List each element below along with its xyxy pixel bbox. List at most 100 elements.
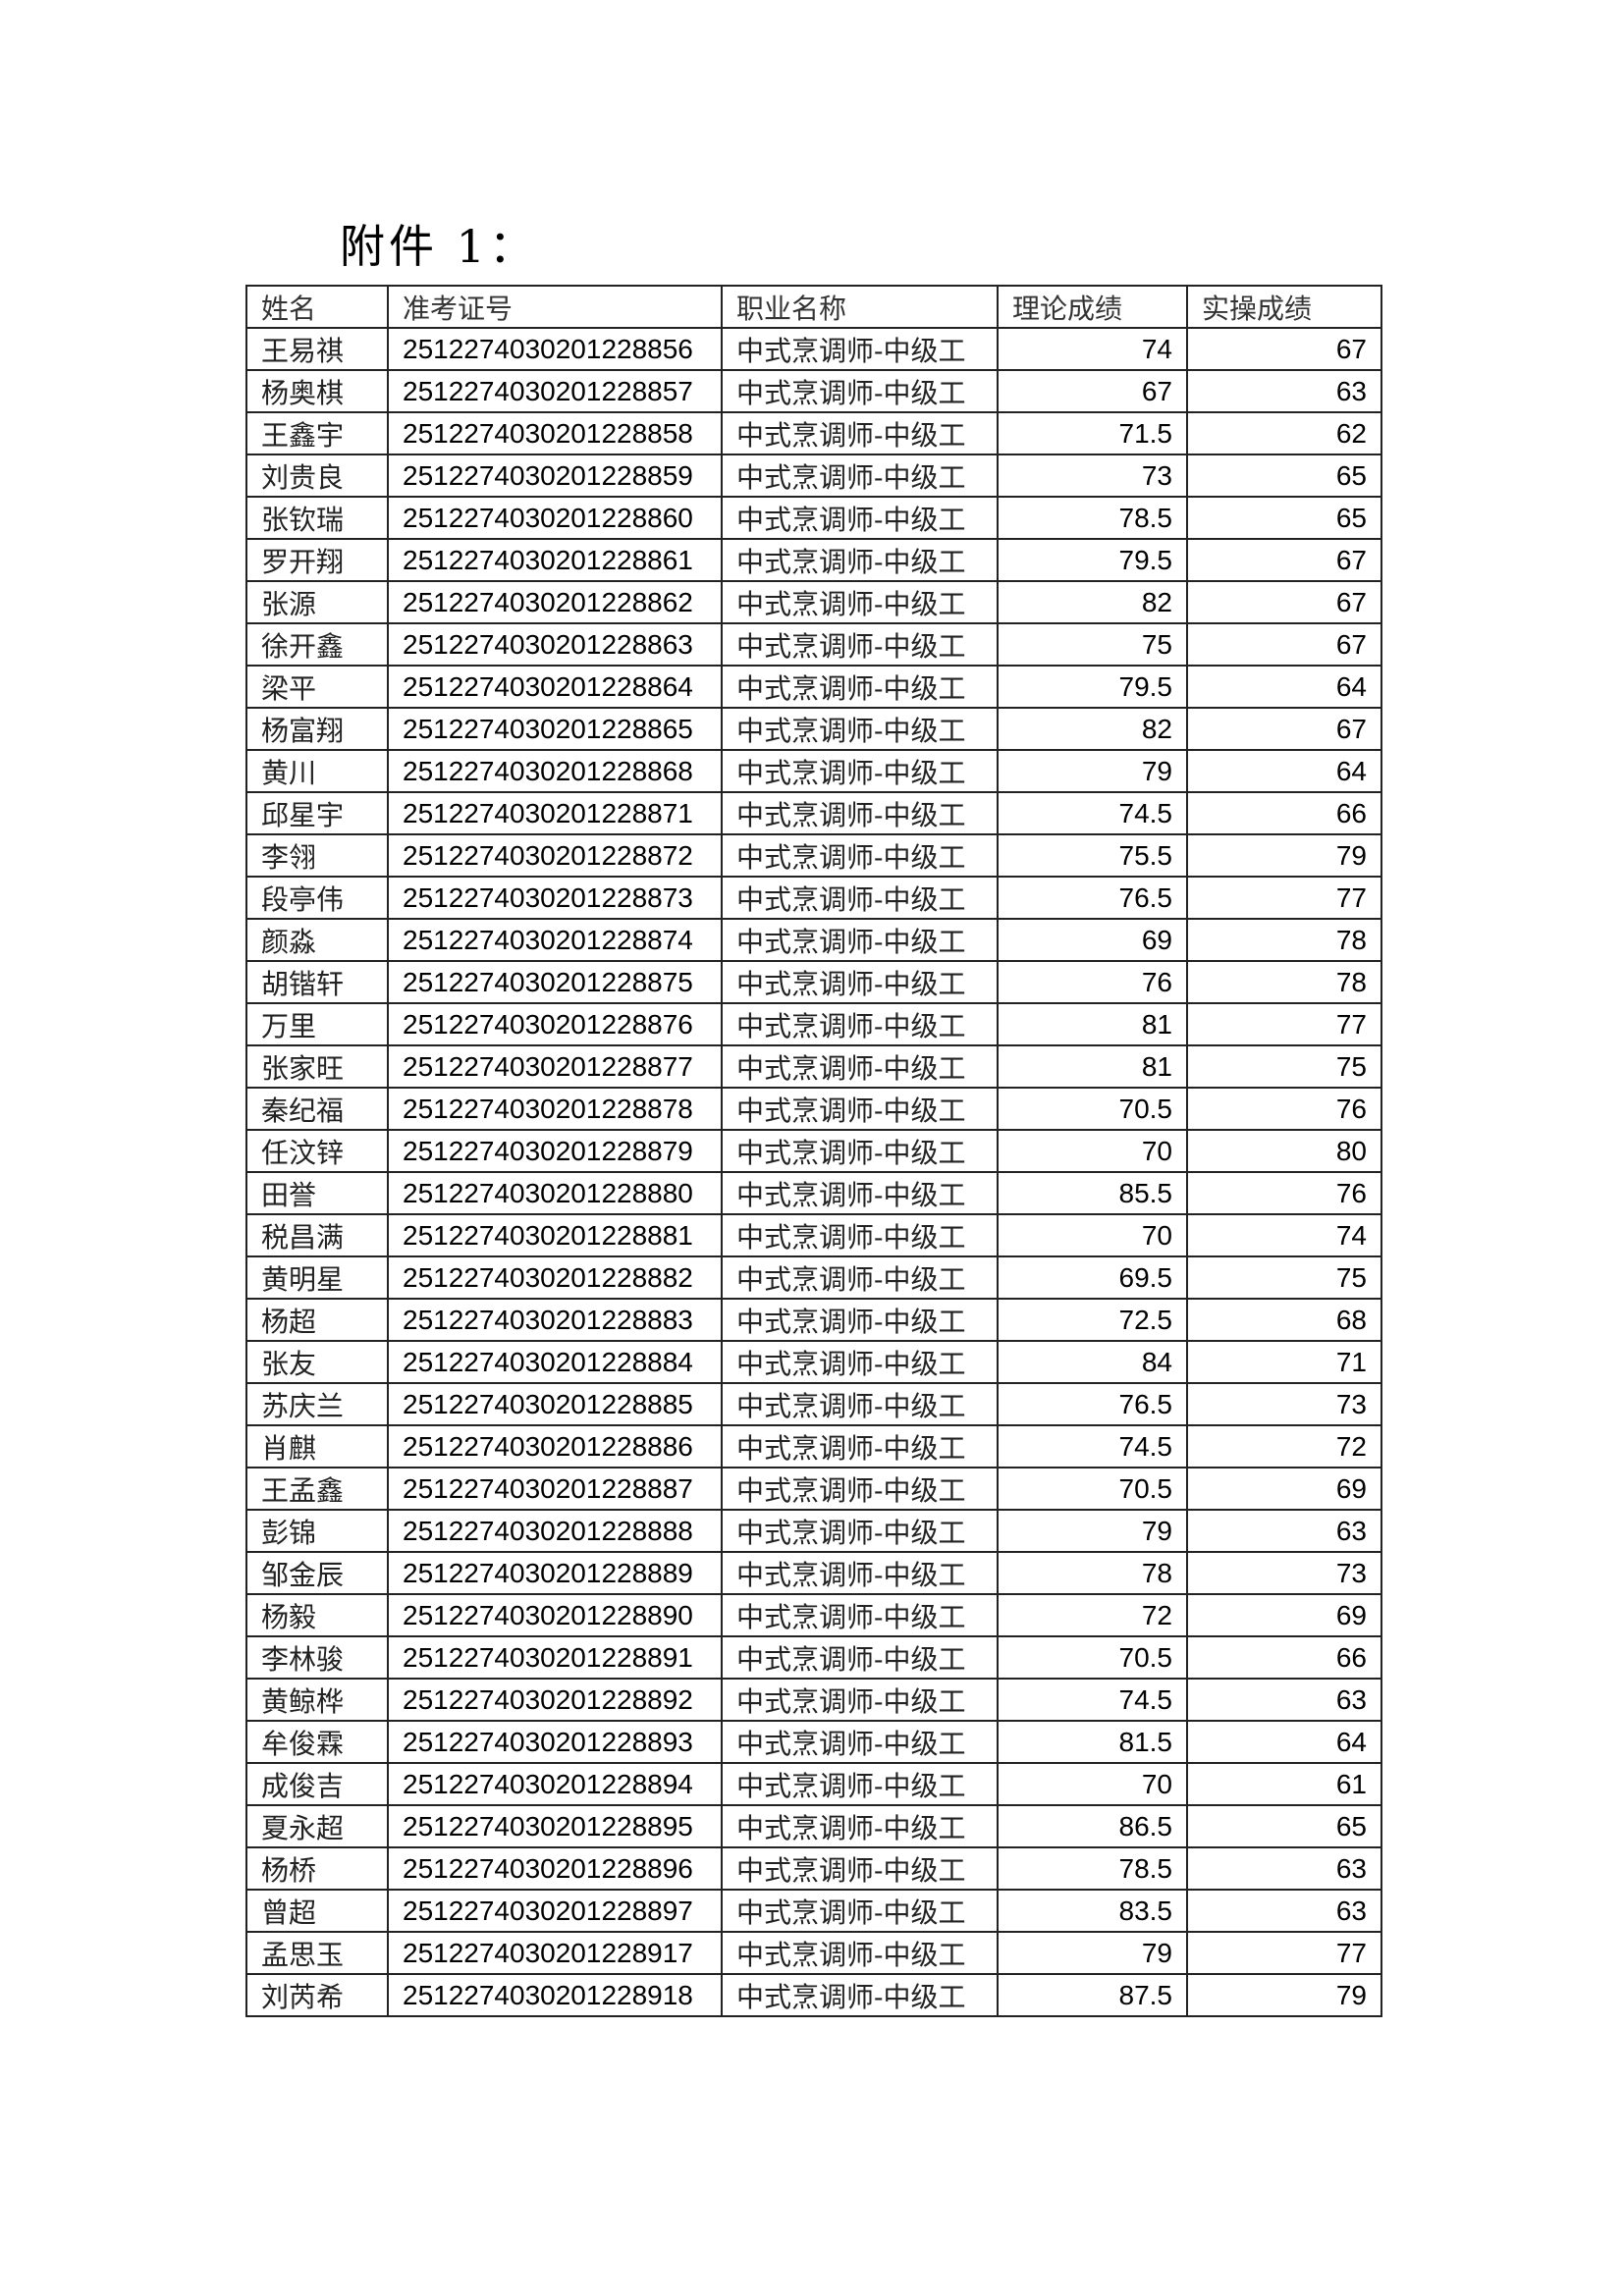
cell-theory-score: 67: [997, 369, 1188, 413]
table-row: 孟思玉 2512274030201228917 中式烹调师-中级工 79 77: [245, 1931, 1382, 1975]
table-row: 邱星宇 2512274030201228871 中式烹调师-中级工 74.5 66: [245, 791, 1382, 835]
cell-practical-score: 73: [1186, 1382, 1382, 1426]
cell-exam-id: 2512274030201228896: [387, 1846, 723, 1891]
cell-occupation: 中式烹调师-中级工: [721, 496, 999, 540]
cell-occupation: 中式烹调师-中级工: [721, 327, 999, 371]
cell-theory-score: 74: [997, 327, 1188, 371]
header-occupation: 职业名称: [721, 285, 999, 329]
cell-exam-id: 2512274030201228883: [387, 1298, 723, 1342]
cell-name: 徐开鑫: [245, 622, 389, 667]
cell-practical-score: 67: [1186, 622, 1382, 667]
cell-occupation: 中式烹调师-中级工: [721, 1551, 999, 1595]
cell-occupation: 中式烹调师-中级工: [721, 749, 999, 793]
cell-occupation: 中式烹调师-中级工: [721, 1804, 999, 1848]
cell-practical-score: 63: [1186, 1846, 1382, 1891]
table-row: 秦纪福 2512274030201228878 中式烹调师-中级工 70.5 76: [245, 1087, 1382, 1131]
table-row: 曾超 2512274030201228897 中式烹调师-中级工 83.5 63: [245, 1889, 1382, 1933]
cell-name: 税昌满: [245, 1213, 389, 1257]
cell-name: 邱星宇: [245, 791, 389, 835]
cell-name: 田誉: [245, 1171, 389, 1215]
cell-name: 曾超: [245, 1889, 389, 1933]
cell-practical-score: 64: [1186, 665, 1382, 709]
cell-exam-id: 2512274030201228862: [387, 580, 723, 624]
cell-practical-score: 62: [1186, 411, 1382, 455]
cell-exam-id: 2512274030201228884: [387, 1340, 723, 1384]
header-exam-id: 准考证号: [387, 285, 723, 329]
cell-practical-score: 66: [1186, 1635, 1382, 1680]
cell-name: 任汶锌: [245, 1129, 389, 1173]
cell-exam-id: 2512274030201228890: [387, 1593, 723, 1637]
table-row: 黄明星 2512274030201228882 中式烹调师-中级工 69.5 75: [245, 1255, 1382, 1300]
cell-theory-score: 70.5: [997, 1635, 1188, 1680]
cell-occupation: 中式烹调师-中级工: [721, 1171, 999, 1215]
table-row: 牟俊霖 2512274030201228893 中式烹调师-中级工 81.5 64: [245, 1720, 1382, 1764]
table-row: 万里 2512274030201228876 中式烹调师-中级工 81 77: [245, 1002, 1382, 1046]
table-body: 王易祺 2512274030201228856 中式烹调师-中级工 74 67 杨奥棋 25…: [245, 327, 1382, 2017]
cell-exam-id: 2512274030201228871: [387, 791, 723, 835]
cell-name: 刘芮希: [245, 1973, 389, 2017]
cell-theory-score: 70.5: [997, 1087, 1188, 1131]
cell-occupation: 中式烹调师-中级工: [721, 1002, 999, 1046]
cell-theory-score: 76.5: [997, 1382, 1188, 1426]
cell-occupation: 中式烹调师-中级工: [721, 1044, 999, 1089]
cell-exam-id: 2512274030201228864: [387, 665, 723, 709]
cell-occupation: 中式烹调师-中级工: [721, 1298, 999, 1342]
attachment-title: 附件 1：: [340, 220, 538, 273]
cell-name: 张友: [245, 1340, 389, 1384]
table-row: 胡锴轩 2512274030201228875 中式烹调师-中级工 76 78: [245, 960, 1382, 1004]
cell-occupation: 中式烹调师-中级工: [721, 1931, 999, 1975]
cell-practical-score: 63: [1186, 1509, 1382, 1553]
cell-exam-id: 2512274030201228888: [387, 1509, 723, 1553]
cell-exam-id: 2512274030201228887: [387, 1467, 723, 1511]
cell-theory-score: 78.5: [997, 496, 1188, 540]
cell-occupation: 中式烹调师-中级工: [721, 1635, 999, 1680]
cell-exam-id: 2512274030201228873: [387, 876, 723, 920]
cell-occupation: 中式烹调师-中级工: [721, 411, 999, 455]
cell-exam-id: 2512274030201228857: [387, 369, 723, 413]
cell-practical-score: 75: [1186, 1255, 1382, 1300]
cell-theory-score: 86.5: [997, 1804, 1188, 1848]
cell-practical-score: 68: [1186, 1298, 1382, 1342]
cell-occupation: 中式烹调师-中级工: [721, 1973, 999, 2017]
cell-practical-score: 63: [1186, 1678, 1382, 1722]
table-row: 张源 2512274030201228862 中式烹调师-中级工 82 67: [245, 580, 1382, 624]
cell-practical-score: 73: [1186, 1551, 1382, 1595]
cell-exam-id: 2512274030201228876: [387, 1002, 723, 1046]
cell-name: 孟思玉: [245, 1931, 389, 1975]
cell-theory-score: 79: [997, 749, 1188, 793]
table-row: 肖麒 2512274030201228886 中式烹调师-中级工 74.5 72: [245, 1424, 1382, 1468]
cell-practical-score: 79: [1186, 1973, 1382, 2017]
cell-theory-score: 74.5: [997, 1678, 1188, 1722]
cell-occupation: 中式烹调师-中级工: [721, 538, 999, 582]
cell-practical-score: 67: [1186, 707, 1382, 751]
table-row: 任汶锌 2512274030201228879 中式烹调师-中级工 70 80: [245, 1129, 1382, 1173]
table-row: 王易祺 2512274030201228856 中式烹调师-中级工 74 67: [245, 327, 1382, 371]
cell-exam-id: 2512274030201228882: [387, 1255, 723, 1300]
cell-exam-id: 2512274030201228891: [387, 1635, 723, 1680]
table-row: 杨毅 2512274030201228890 中式烹调师-中级工 72 69: [245, 1593, 1382, 1637]
cell-practical-score: 64: [1186, 749, 1382, 793]
cell-exam-id: 2512274030201228893: [387, 1720, 723, 1764]
cell-exam-id: 2512274030201228872: [387, 833, 723, 878]
cell-name: 牟俊霖: [245, 1720, 389, 1764]
cell-occupation: 中式烹调师-中级工: [721, 454, 999, 498]
cell-name: 张钦瑞: [245, 496, 389, 540]
cell-occupation: 中式烹调师-中级工: [721, 622, 999, 667]
cell-name: 张家旺: [245, 1044, 389, 1089]
cell-exam-id: 2512274030201228880: [387, 1171, 723, 1215]
cell-theory-score: 74.5: [997, 1424, 1188, 1468]
cell-occupation: 中式烹调师-中级工: [721, 876, 999, 920]
cell-occupation: 中式烹调师-中级工: [721, 1129, 999, 1173]
header-practical-score: 实操成绩: [1186, 285, 1382, 329]
cell-occupation: 中式烹调师-中级工: [721, 1762, 999, 1806]
cell-theory-score: 70: [997, 1762, 1188, 1806]
cell-theory-score: 69: [997, 918, 1188, 962]
table-row: 李林骏 2512274030201228891 中式烹调师-中级工 70.5 66: [245, 1635, 1382, 1680]
cell-name: 刘贵良: [245, 454, 389, 498]
cell-occupation: 中式烹调师-中级工: [721, 580, 999, 624]
cell-practical-score: 67: [1186, 538, 1382, 582]
cell-name: 张源: [245, 580, 389, 624]
cell-occupation: 中式烹调师-中级工: [721, 1720, 999, 1764]
cell-practical-score: 75: [1186, 1044, 1382, 1089]
table-row: 张钦瑞 2512274030201228860 中式烹调师-中级工 78.5 65: [245, 496, 1382, 540]
